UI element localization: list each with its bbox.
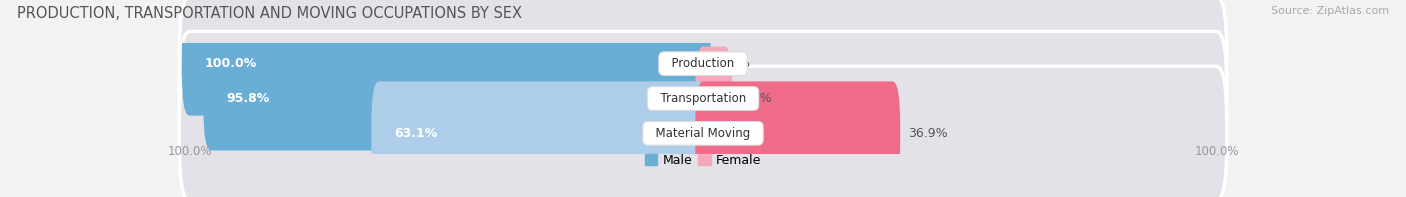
Text: 4.2%: 4.2%	[740, 92, 772, 105]
Text: 100.0%: 100.0%	[1194, 145, 1239, 158]
FancyBboxPatch shape	[204, 46, 710, 151]
Text: 0.0%: 0.0%	[718, 57, 751, 70]
Legend: Male, Female: Male, Female	[640, 149, 766, 172]
Text: Material Moving: Material Moving	[648, 127, 758, 140]
Text: Source: ZipAtlas.com: Source: ZipAtlas.com	[1271, 6, 1389, 16]
Text: PRODUCTION, TRANSPORTATION AND MOVING OCCUPATIONS BY SEX: PRODUCTION, TRANSPORTATION AND MOVING OC…	[17, 6, 522, 21]
FancyBboxPatch shape	[696, 81, 900, 185]
FancyBboxPatch shape	[179, 66, 1227, 197]
Text: 36.9%: 36.9%	[908, 127, 948, 140]
Text: 95.8%: 95.8%	[226, 92, 270, 105]
Text: Production: Production	[664, 57, 742, 70]
FancyBboxPatch shape	[181, 12, 710, 116]
Text: 63.1%: 63.1%	[395, 127, 437, 140]
FancyBboxPatch shape	[371, 81, 710, 185]
FancyBboxPatch shape	[179, 32, 1227, 165]
Text: Transportation: Transportation	[652, 92, 754, 105]
FancyBboxPatch shape	[179, 0, 1227, 131]
Text: 100.0%: 100.0%	[167, 145, 212, 158]
Text: 100.0%: 100.0%	[205, 57, 257, 70]
FancyBboxPatch shape	[696, 46, 733, 151]
